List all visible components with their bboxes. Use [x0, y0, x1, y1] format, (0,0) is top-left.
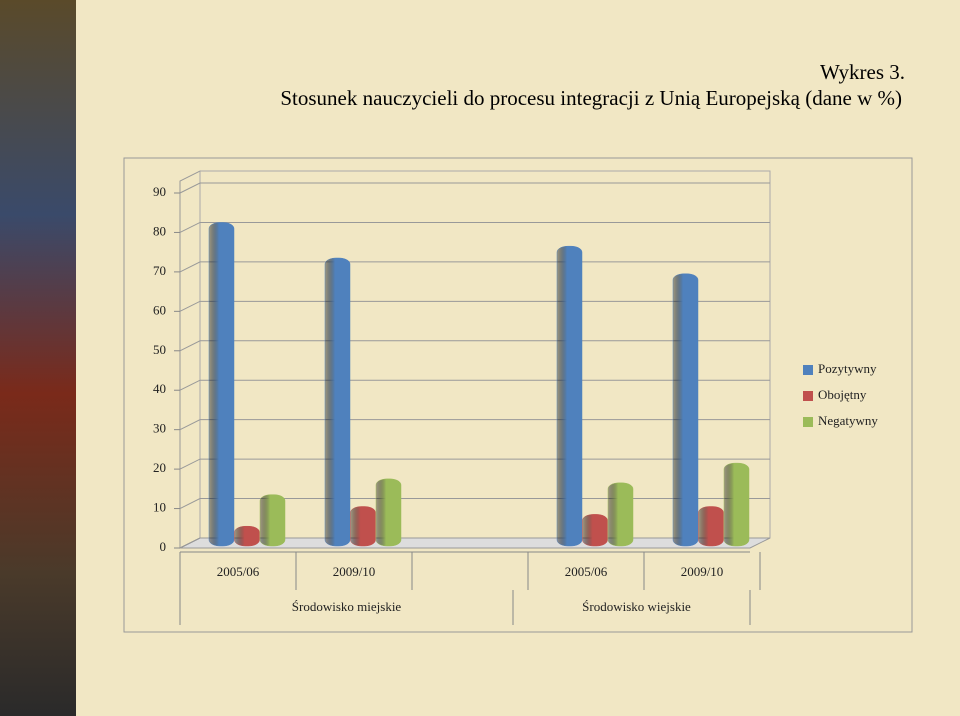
bar — [208, 222, 235, 547]
bar — [607, 482, 634, 547]
legend-label: Obojętny — [818, 387, 867, 402]
bar — [672, 273, 699, 547]
y-tick-label: 30 — [153, 421, 166, 436]
x-tick-label: 2005/06 — [565, 564, 608, 579]
legend-label: Negatywny — [818, 413, 878, 428]
x-tick-label: 2005/06 — [217, 564, 260, 579]
legend-label: Pozytywny — [818, 361, 877, 376]
y-tick-label: 90 — [153, 184, 166, 199]
bar — [324, 257, 351, 547]
grid-line — [179, 182, 770, 194]
x-tick-label: 2009/10 — [681, 564, 724, 579]
legend-swatch — [803, 391, 813, 401]
y-tick-label: 10 — [153, 500, 166, 515]
grid-line — [179, 221, 770, 233]
y-tick-label: 20 — [153, 460, 166, 475]
bar — [723, 462, 750, 547]
decorative-strip — [0, 0, 76, 716]
y-tick-label: 80 — [153, 223, 166, 238]
bar — [698, 506, 724, 547]
bar — [259, 494, 286, 547]
y-tick-label: 50 — [153, 342, 166, 357]
chart-area — [123, 157, 913, 633]
chart-subtitle: Stosunek nauczycieli do procesu integrac… — [280, 86, 902, 110]
group-label: Środowisko miejskie — [292, 599, 402, 614]
bar — [375, 478, 402, 547]
bar — [234, 525, 260, 547]
y-tick-label: 60 — [153, 302, 166, 317]
chart-title: Wykres 3. — [820, 60, 905, 84]
plot: 0 10 20 30 40 50 60 70 80 90 2005/06 2009/10 2005/06… — [153, 170, 878, 625]
y-tick-label: 40 — [153, 381, 166, 396]
group-label: Środowisko wiejskie — [582, 599, 691, 614]
x-tick-label: 2009/10 — [333, 564, 376, 579]
y-tick-label: 0 — [160, 539, 167, 554]
bar — [556, 245, 583, 547]
legend-swatch — [803, 417, 813, 427]
bar — [350, 506, 376, 547]
y-tick-label: 70 — [153, 263, 166, 278]
legend-swatch — [803, 365, 813, 375]
bar — [582, 514, 608, 547]
